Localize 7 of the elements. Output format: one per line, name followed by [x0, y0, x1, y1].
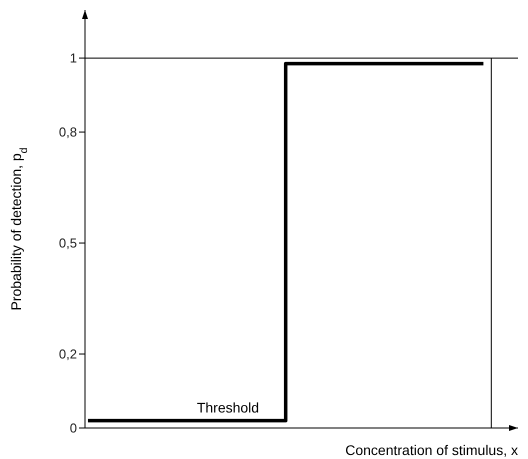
y-tick-label: 0	[70, 420, 77, 436]
y-tick-label: 1	[70, 50, 77, 66]
annotation: Threshold	[196, 400, 260, 416]
y-tick-label: 0,5	[58, 236, 77, 251]
y-tick-label: 0,8	[58, 124, 77, 140]
y-tick-label: 0,2	[58, 346, 77, 362]
x-axis-title: Concentration of stimulus, x	[345, 442, 518, 458]
